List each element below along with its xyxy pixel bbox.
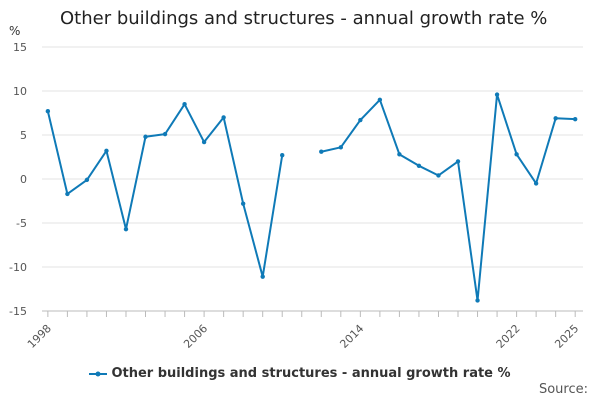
y-axis-unit-label: %	[9, 24, 21, 38]
source-label: Source:	[538, 382, 588, 397]
y-tick-label: 0	[20, 173, 27, 186]
data-point-2000[interactable]	[84, 177, 90, 183]
y-tick-label: -5	[16, 217, 27, 230]
series-line-segment-1	[321, 93, 576, 302]
data-point-2022[interactable]	[514, 152, 519, 157]
data-point-2002[interactable]	[123, 226, 129, 232]
data-point-2008[interactable]	[240, 201, 246, 206]
data-point-2001[interactable]	[104, 148, 109, 154]
series-line-segment-0	[46, 103, 284, 278]
data-point-2016[interactable]	[397, 152, 402, 157]
data-point-2015[interactable]	[377, 97, 383, 103]
x-tick-label: 2006	[181, 322, 210, 351]
data-point-2017[interactable]	[416, 163, 422, 168]
y-tick-label: 15	[13, 41, 27, 54]
y-tick-label: 5	[20, 129, 27, 142]
data-point-2003[interactable]	[143, 134, 148, 139]
x-tick-label: 1998	[25, 322, 54, 351]
data-point-2021[interactable]	[494, 92, 500, 97]
data-point-1999[interactable]	[65, 191, 70, 197]
data-point-2020[interactable]	[475, 298, 480, 303]
x-tick-label: 2014	[337, 322, 366, 351]
chart-title: Other buildings and structures - annual …	[60, 8, 548, 29]
data-point-2014[interactable]	[358, 117, 363, 123]
y-tick-label: -15	[9, 305, 27, 318]
y-tick-label: 10	[13, 85, 27, 98]
data-point-2007[interactable]	[221, 115, 226, 120]
data-point-2004[interactable]	[162, 131, 168, 137]
data-point-2013[interactable]	[338, 145, 344, 150]
legend-label: Other buildings and structures - annual …	[111, 366, 511, 381]
data-point-2006[interactable]	[201, 139, 207, 145]
data-point-2018[interactable]	[436, 173, 441, 178]
data-point-2025[interactable]	[572, 116, 578, 122]
data-point-2023[interactable]	[533, 181, 539, 186]
data-point-1998[interactable]	[45, 109, 51, 114]
legend[interactable]: Other buildings and structures - annual …	[0, 366, 600, 381]
data-point-2005[interactable]	[182, 102, 187, 107]
data-point-2009[interactable]	[260, 274, 265, 279]
x-tick-label: 2025	[552, 322, 581, 351]
data-point-2019[interactable]	[455, 159, 461, 164]
legend-swatch	[89, 371, 108, 376]
y-tick-label: -10	[9, 261, 27, 274]
data-point-2024[interactable]	[553, 116, 558, 121]
x-tick-label: 2022	[494, 322, 523, 351]
data-point-2012[interactable]	[319, 149, 324, 154]
data-point-2010[interactable]	[280, 153, 285, 158]
